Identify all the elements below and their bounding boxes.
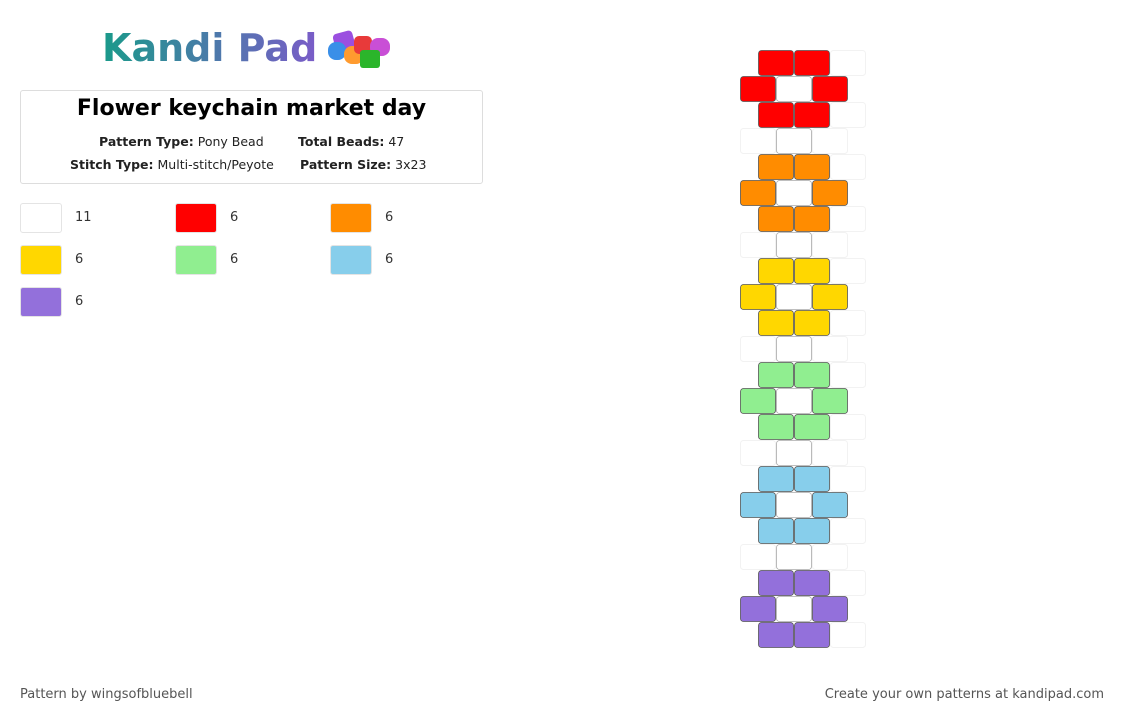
credit: Pattern by wingsofbluebell <box>20 687 193 702</box>
legend-count: 6 <box>385 210 394 225</box>
bead <box>776 544 812 570</box>
bead <box>776 284 812 310</box>
bead <box>776 76 812 102</box>
bead <box>776 492 812 518</box>
bead <box>794 414 830 440</box>
legend-count: 6 <box>75 252 84 267</box>
legend-swatch <box>20 245 62 275</box>
empty-slot <box>740 440 776 466</box>
bead <box>794 466 830 492</box>
empty-slot <box>812 336 848 362</box>
bead <box>776 128 812 154</box>
bead <box>812 596 848 622</box>
empty-slot <box>830 310 866 336</box>
bead <box>794 362 830 388</box>
bead <box>794 518 830 544</box>
logo: Kandi Pad <box>102 26 318 70</box>
empty-slot <box>830 466 866 492</box>
bead <box>758 258 794 284</box>
legend-count: 11 <box>75 210 92 225</box>
bead <box>812 492 848 518</box>
empty-slot <box>830 102 866 128</box>
empty-slot <box>812 232 848 258</box>
bead <box>776 180 812 206</box>
bead <box>794 154 830 180</box>
bead <box>740 284 776 310</box>
bead <box>812 388 848 414</box>
empty-slot <box>740 128 776 154</box>
empty-slot <box>740 544 776 570</box>
bead <box>776 440 812 466</box>
legend-count: 6 <box>75 294 84 309</box>
detail: Total Beads: 47 <box>298 134 405 149</box>
bead <box>794 258 830 284</box>
detail: Stitch Type: Multi-stitch/Peyote <box>70 157 274 172</box>
bead <box>758 622 794 648</box>
bead <box>758 414 794 440</box>
bead <box>758 102 794 128</box>
bead <box>812 180 848 206</box>
bead <box>794 50 830 76</box>
empty-slot <box>830 570 866 596</box>
legend-swatch <box>175 245 217 275</box>
detail: Pattern Type: Pony Bead <box>99 134 264 149</box>
legend-count: 6 <box>230 210 239 225</box>
bead <box>794 570 830 596</box>
empty-slot <box>830 362 866 388</box>
bead <box>740 388 776 414</box>
empty-slot <box>740 336 776 362</box>
bead <box>812 76 848 102</box>
empty-slot <box>830 414 866 440</box>
bead <box>758 570 794 596</box>
promo: Create your own patterns at kandipad.com <box>824 687 1104 702</box>
bead <box>812 284 848 310</box>
bead <box>794 102 830 128</box>
bead <box>776 388 812 414</box>
bead <box>794 206 830 232</box>
empty-slot <box>830 518 866 544</box>
empty-slot <box>830 206 866 232</box>
bead <box>740 492 776 518</box>
legend-swatch <box>330 245 372 275</box>
legend-count: 6 <box>230 252 239 267</box>
empty-slot <box>812 440 848 466</box>
empty-slot <box>830 258 866 284</box>
bead-pattern <box>740 50 866 648</box>
bead <box>794 310 830 336</box>
bead <box>740 76 776 102</box>
bead <box>776 596 812 622</box>
bead <box>758 362 794 388</box>
legend-count: 6 <box>385 252 394 267</box>
bead <box>758 518 794 544</box>
bead <box>740 596 776 622</box>
bead <box>758 310 794 336</box>
bead <box>758 206 794 232</box>
empty-slot <box>830 50 866 76</box>
bead <box>776 336 812 362</box>
detail: Pattern Size: 3x23 <box>300 157 427 172</box>
empty-slot <box>830 622 866 648</box>
bead <box>794 622 830 648</box>
bead <box>776 232 812 258</box>
info-box <box>20 90 483 184</box>
empty-slot <box>812 128 848 154</box>
empty-slot <box>830 154 866 180</box>
legend-swatch <box>330 203 372 233</box>
bead <box>740 180 776 206</box>
title: Flower keychain market day <box>76 96 427 121</box>
bead <box>758 154 794 180</box>
bead <box>758 50 794 76</box>
legend-swatch <box>20 287 62 317</box>
empty-slot <box>740 232 776 258</box>
logo-beads <box>328 30 390 68</box>
bead <box>758 466 794 492</box>
legend-swatch <box>175 203 217 233</box>
legend-swatch <box>20 203 62 233</box>
empty-slot <box>812 544 848 570</box>
